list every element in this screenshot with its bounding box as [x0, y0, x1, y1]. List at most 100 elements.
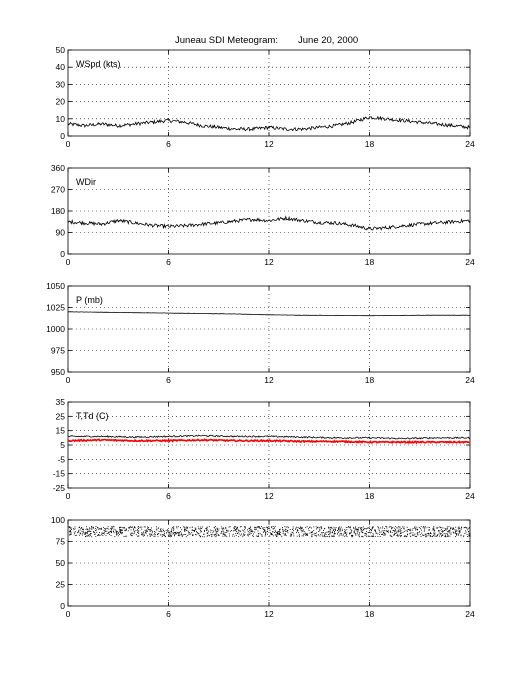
data-point [272, 535, 274, 537]
data-point [309, 526, 311, 528]
data-point [379, 531, 381, 533]
data-point [341, 528, 343, 530]
data-point [364, 528, 366, 530]
data-point [404, 528, 406, 530]
data-point [366, 530, 368, 532]
data-point [247, 529, 248, 531]
data-point [264, 531, 266, 533]
data-point [351, 530, 353, 532]
data-point [79, 532, 81, 534]
data-point [98, 534, 100, 536]
data-point [324, 536, 326, 538]
data-point [407, 534, 409, 536]
data-point [163, 533, 165, 535]
data-point [94, 533, 96, 535]
data-point [150, 529, 152, 531]
x-tick-label: 6 [166, 375, 171, 385]
data-point [277, 531, 279, 533]
data-point [171, 528, 172, 530]
data-point [106, 527, 108, 529]
data-point [402, 526, 404, 528]
data-point [285, 526, 287, 528]
data-point [467, 536, 468, 538]
data-point [385, 529, 387, 531]
data-point [404, 535, 406, 537]
data-point [115, 534, 117, 536]
data-point [195, 528, 197, 530]
x-tick-label: 0 [66, 609, 71, 619]
data-point [97, 527, 98, 529]
data-point [270, 533, 272, 535]
data-point [354, 532, 356, 534]
data-point [116, 533, 118, 535]
data-point [100, 528, 102, 530]
data-point [114, 529, 116, 531]
data-point [163, 534, 165, 536]
data-point [458, 530, 460, 532]
data-point [184, 529, 185, 530]
data-point [405, 530, 407, 532]
data-point [349, 532, 351, 534]
data-point [449, 535, 451, 537]
data-point [460, 535, 462, 537]
data-point [228, 526, 230, 528]
data-point [158, 527, 160, 529]
data-point [212, 530, 214, 532]
y-tick-label: 50 [56, 558, 66, 568]
data-point [188, 534, 190, 535]
data-point [195, 534, 197, 536]
data-point [73, 529, 75, 531]
data-point [174, 533, 176, 535]
data-point [125, 528, 127, 530]
panel-2: 0 90 180 270 360 0 6 12 18 24 WDir [51, 163, 475, 267]
data-point [244, 527, 246, 529]
data-point [119, 533, 120, 535]
data-point [110, 529, 112, 531]
data-point [314, 534, 316, 536]
data-point [149, 529, 151, 531]
data-point [410, 532, 412, 534]
data-point [214, 527, 216, 529]
data-point [460, 528, 462, 530]
data-point [386, 526, 388, 528]
data-point [218, 528, 220, 530]
data-point [328, 533, 330, 535]
data-point [435, 527, 437, 529]
data-point [126, 535, 128, 537]
data-point [214, 526, 216, 527]
data-point [350, 529, 352, 531]
data-point [379, 536, 381, 538]
data-point [125, 530, 127, 532]
data-point [350, 526, 351, 528]
data-point [111, 526, 113, 528]
data-point [194, 531, 195, 533]
data-point [91, 527, 93, 529]
data-point [454, 531, 456, 533]
data-point [332, 532, 333, 534]
data-point [400, 529, 402, 531]
data-point [201, 526, 203, 528]
data-point [206, 526, 208, 528]
data-point [221, 531, 223, 532]
data-point [360, 529, 362, 531]
data-point [143, 535, 144, 537]
y-tick-label: 180 [51, 206, 65, 216]
data-point [428, 533, 430, 535]
data-point [69, 527, 71, 529]
data-point [455, 533, 457, 534]
data-point [398, 529, 399, 531]
data-point [330, 527, 332, 528]
data-point [73, 531, 75, 533]
data-point [244, 531, 246, 533]
data-point [442, 531, 444, 532]
data-point [99, 534, 101, 536]
data-point [172, 532, 174, 533]
data-point [197, 526, 199, 528]
data-point [201, 528, 202, 529]
data-point [104, 531, 106, 533]
data-point [456, 533, 458, 535]
data-point [222, 529, 224, 531]
data-point [416, 536, 417, 537]
data-point [168, 532, 170, 534]
data-point [131, 532, 133, 534]
